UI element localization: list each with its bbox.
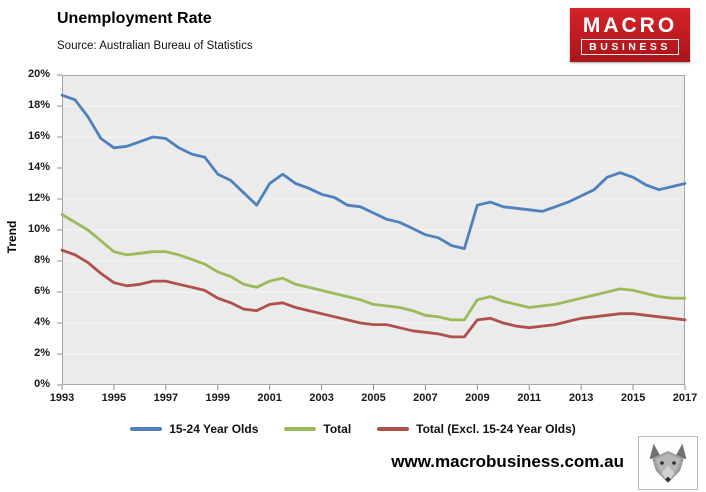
y-tick-label: 6% — [34, 285, 50, 297]
legend-item: 15-24 Year Olds — [130, 422, 258, 436]
y-tick-label: 10% — [27, 223, 50, 235]
legend-item: Total (Excl. 15-24 Year Olds) — [377, 422, 576, 436]
source-caption: Source: Australian Bureau of Statistics — [57, 40, 253, 52]
x-tick-label: 2009 — [465, 392, 490, 404]
wolf-logo — [638, 436, 698, 490]
macrobusiness-logo: MACRO BUSINESS — [570, 8, 690, 62]
series-line — [60, 93, 687, 251]
y-tick-label: 0% — [34, 378, 50, 390]
y-tick-label: 2% — [34, 347, 50, 359]
x-tick-label: 1995 — [101, 392, 127, 404]
website-text: www.macrobusiness.com.au — [391, 452, 624, 471]
plot-area — [57, 74, 687, 390]
x-tick-label: 2003 — [309, 392, 334, 404]
y-tick-label: 12% — [27, 192, 50, 204]
legend-label: Total — [323, 422, 352, 436]
y-tick-label: 4% — [34, 316, 50, 328]
logo-text-macro: MACRO — [582, 13, 678, 37]
x-tick-label: 2005 — [361, 392, 386, 404]
x-tick-label: 2013 — [568, 392, 594, 404]
legend-line-swatch — [284, 427, 317, 431]
y-tick-label: 20% — [27, 68, 50, 80]
x-tick-label: 1997 — [153, 392, 179, 404]
plot-svg — [57, 74, 687, 390]
x-tick-label: 1999 — [205, 392, 230, 404]
wolf-head-icon — [649, 443, 687, 483]
x-tick-labels: 1993 1995 1997 1999 2001 2003 2005 2007 2009 2011… — [50, 392, 697, 408]
x-tick-label: 2015 — [620, 392, 646, 404]
x-tick-label: 2001 — [257, 392, 282, 404]
y-tick-labels: 0% 2% 4% 6% 8% 10% 12% 14% 16% 18% 20% — [0, 68, 56, 390]
x-tick-label: 2017 — [672, 392, 698, 404]
series-line — [60, 248, 687, 339]
x-tick-label: 2011 — [517, 392, 542, 404]
legend-label: 15-24 Year Olds — [169, 422, 259, 436]
y-tick-label: 16% — [27, 130, 50, 142]
legend-label: Total (Excl. 15-24 Year Olds) — [416, 422, 576, 436]
y-tick-label: 14% — [27, 161, 50, 173]
series-line — [60, 213, 687, 322]
legend-item: Total — [284, 422, 351, 436]
y-tick-label: 18% — [27, 99, 50, 111]
page-title: Unemployment Rate — [57, 10, 212, 27]
y-tick-label: 8% — [34, 254, 50, 266]
logo-text-business: BUSINESS — [581, 38, 679, 56]
chart-legend: 15-24 Year Olds Total Total (Excl. 15-24 Y… — [0, 422, 706, 436]
legend-line-swatch — [377, 427, 410, 431]
x-tick-label: 1993 — [49, 392, 75, 404]
legend-line-swatch — [130, 427, 163, 431]
x-tick-label: 2007 — [413, 392, 438, 404]
line-chart: Trend 0% 2% 4% 6% 8% 10% 12% 14% 16% 18% 20% 1993 1… — [0, 68, 706, 430]
